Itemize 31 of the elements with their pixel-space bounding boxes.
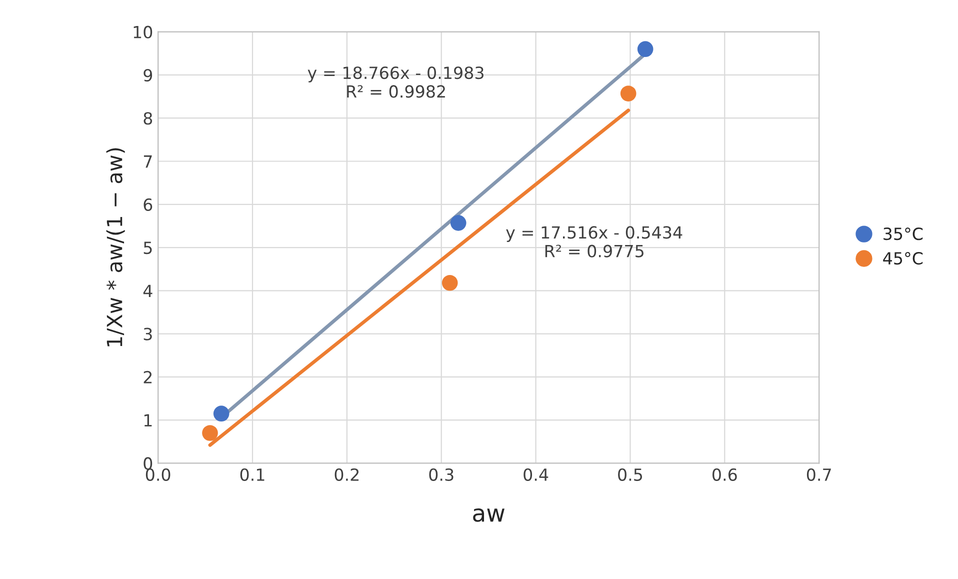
point (202, 425, 218, 441)
x-tick-label: 0.2 (334, 468, 359, 481)
point (637, 41, 654, 58)
y-tick-label: 10 (134, 26, 152, 38)
point (442, 274, 458, 291)
y-tick-label: 8 (144, 112, 152, 125)
y-tick-label: 4 (143, 284, 152, 297)
x-tick-label: 0.7 (806, 468, 831, 481)
x-axis-title: aw (473, 508, 504, 522)
y-tick-label: 2 (144, 370, 152, 384)
point (620, 86, 636, 102)
x-tick-label: 0.4 (524, 468, 548, 481)
annotation: y = 18.766x - 0.1983 R² = 0.9982 (308, 66, 484, 98)
y-tick-label: 9 (144, 68, 152, 82)
legend-label: 35°C (884, 228, 923, 240)
x-tick-label: 0.6 (712, 468, 737, 481)
y-tick-label: 7 (144, 155, 152, 168)
x-tick-label: 0.5 (618, 468, 642, 481)
point (450, 215, 466, 231)
x-tick-label: 0.0 (146, 468, 170, 481)
y-axis-title: 1/Xw * aw/(1 − aw) (106, 148, 125, 346)
y-tick-label: 0 (144, 457, 152, 470)
y-tick-label: 6 (144, 198, 152, 211)
x-tick-label: 0.3 (429, 468, 454, 481)
annotation: y = 17.516x - 0.5434 R² = 0.9775 (506, 226, 682, 258)
legend-label: 45°C (883, 252, 923, 265)
y-tick-label: 1 (144, 414, 152, 426)
x-tick-label: 0.1 (240, 468, 264, 481)
point (213, 406, 230, 422)
y-tick-label: 5 (144, 242, 152, 254)
y-tick-label: 3 (144, 328, 152, 340)
